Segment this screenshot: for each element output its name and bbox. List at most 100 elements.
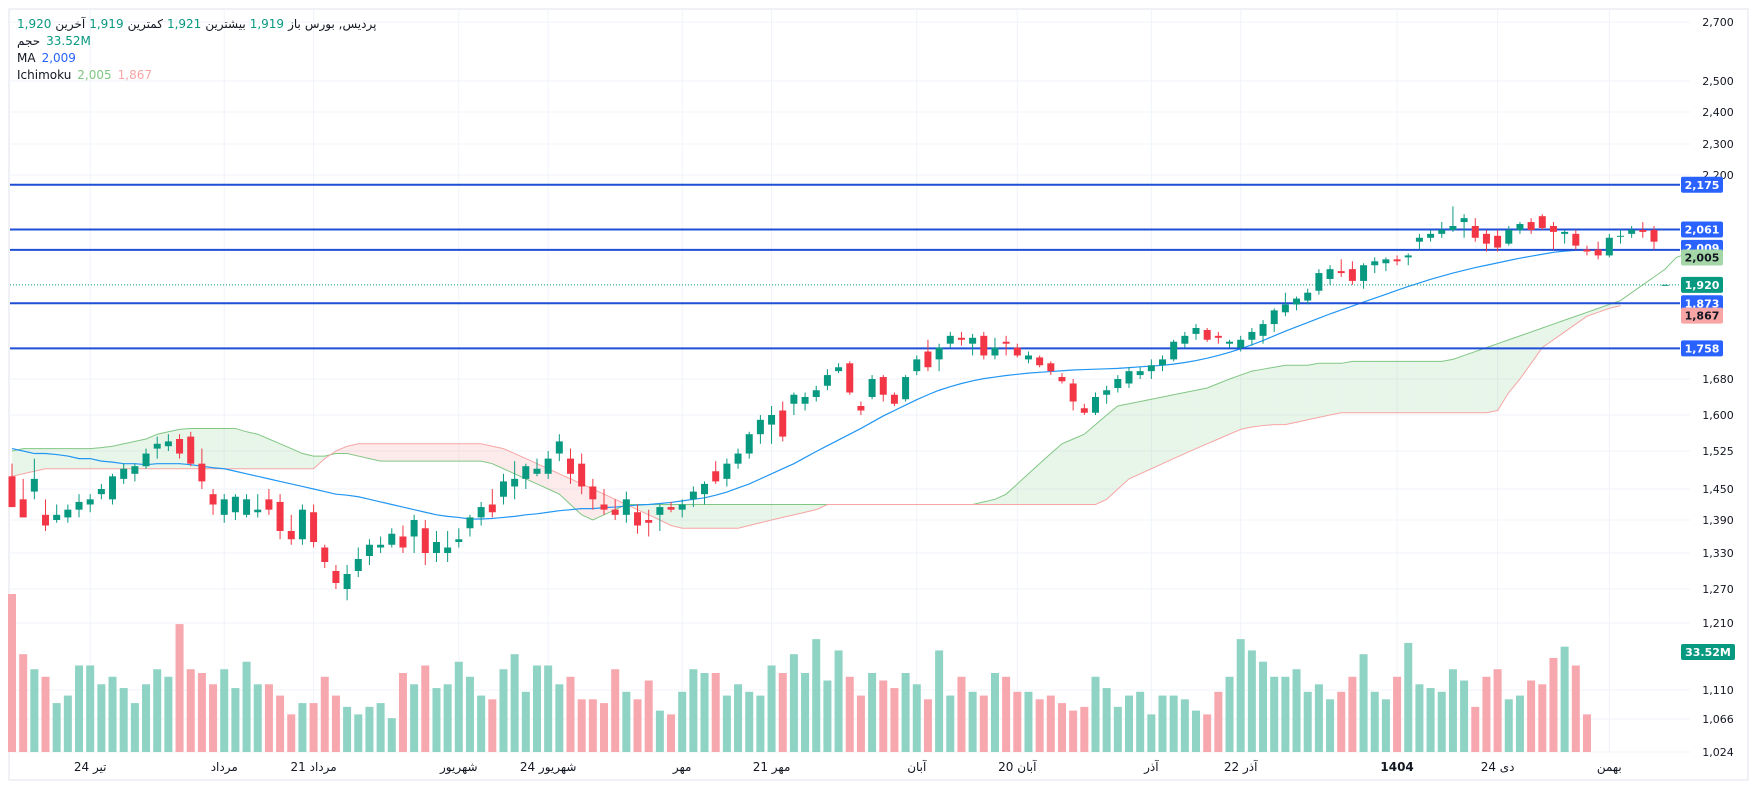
candle-body xyxy=(656,507,664,515)
candle-body xyxy=(1170,341,1178,360)
cloud-segment xyxy=(1229,375,1241,435)
candle-body xyxy=(645,520,653,523)
close-label: آخرین xyxy=(55,17,86,31)
volume-bar xyxy=(287,714,296,752)
candle-body xyxy=(779,410,787,437)
volume-bar xyxy=(499,669,508,752)
candle-body xyxy=(1516,224,1524,230)
volume-bar xyxy=(745,691,754,752)
volume-bar xyxy=(421,665,430,752)
candle-body xyxy=(1103,390,1111,395)
cloud-segment xyxy=(760,504,772,523)
cloud-segment xyxy=(671,504,683,529)
cloud-segment xyxy=(682,504,694,529)
ma-row[interactable]: MA 2,009 xyxy=(17,50,376,67)
cloud-segment xyxy=(1542,324,1554,348)
candle-body xyxy=(1605,237,1613,256)
volume-bar xyxy=(1002,676,1011,752)
volume-bar xyxy=(30,669,39,752)
volume-bar xyxy=(1303,691,1312,752)
cloud-segment xyxy=(1218,379,1230,439)
candle-body xyxy=(1404,255,1412,258)
volume-bar xyxy=(108,676,117,752)
volume-bar xyxy=(890,688,899,752)
price-label-text: 2,061 xyxy=(1685,224,1720,237)
candle-body xyxy=(879,377,887,395)
candle-body xyxy=(176,439,184,454)
x-tick-label: 21 مهر xyxy=(753,760,791,775)
ichimoku-row[interactable]: Ichimoku 2,005 1,867 xyxy=(17,67,376,84)
cloud-segment xyxy=(1162,394,1174,464)
candle-body xyxy=(835,367,843,372)
candle-body xyxy=(890,394,898,404)
volume-bar xyxy=(343,706,352,752)
volume-bar xyxy=(856,695,865,752)
cloud-segment xyxy=(1307,363,1319,420)
cloud-segment xyxy=(715,504,727,529)
volume-bar xyxy=(41,676,50,752)
volume-row[interactable]: حجم 33.52M xyxy=(17,33,376,50)
volume-bar xyxy=(1057,703,1066,752)
cloud-segment xyxy=(1475,347,1487,413)
cloud-segment xyxy=(726,504,739,529)
candle-body xyxy=(231,496,239,513)
candle-body xyxy=(957,337,965,340)
candle-body xyxy=(120,468,128,479)
y-tick-label: 1,600 xyxy=(1702,409,1734,422)
candle-body xyxy=(254,509,262,513)
cloud-segment xyxy=(469,443,482,462)
volume-bar xyxy=(655,710,664,752)
cloud-segment xyxy=(335,446,348,454)
cloud-segment xyxy=(1073,434,1085,505)
candle-body xyxy=(1047,363,1055,372)
volume-bar xyxy=(510,654,519,752)
candle-body xyxy=(1114,379,1122,388)
cloud-segment xyxy=(1385,361,1398,413)
candle-body xyxy=(64,509,72,518)
volume-value: 33.52M xyxy=(46,34,91,48)
candle-body xyxy=(567,458,574,474)
cloud-segment xyxy=(1296,365,1308,423)
volume-bar xyxy=(1337,691,1346,752)
volume-bar xyxy=(722,695,731,752)
cloud-segment xyxy=(481,443,493,464)
cloud-segment xyxy=(235,428,247,469)
cloud-segment xyxy=(1173,392,1185,459)
cloud-segment xyxy=(1564,316,1576,332)
price-label-text: 1,758 xyxy=(1685,342,1720,355)
volume-bar xyxy=(1035,699,1044,752)
volume-bar xyxy=(477,695,486,752)
cloud-segment xyxy=(1586,308,1599,317)
volume-bar xyxy=(387,718,396,752)
candle-body xyxy=(8,476,16,508)
candle-body xyxy=(1080,408,1088,413)
candle-body xyxy=(298,509,306,540)
volume-bar xyxy=(1158,695,1167,752)
candle-body xyxy=(1438,229,1446,234)
symbol-name[interactable]: پردیس, بورس xyxy=(304,17,377,31)
volume-bar xyxy=(1102,688,1111,752)
high-value: 1,921 xyxy=(166,17,202,31)
candle-body xyxy=(276,501,284,531)
open-label: باز xyxy=(288,17,301,31)
volume-bar xyxy=(923,699,932,752)
volume-bar xyxy=(1426,688,1435,752)
volume-bar xyxy=(521,691,530,752)
volume-bar xyxy=(1381,699,1390,752)
cloud-segment xyxy=(548,468,560,495)
y-tick-label: 2,700 xyxy=(1702,16,1734,29)
volume-bar xyxy=(1359,654,1368,752)
volume-bar xyxy=(410,684,419,752)
cloud-segment xyxy=(56,448,68,469)
candle-body xyxy=(768,415,776,425)
volume-bar xyxy=(946,695,955,752)
price-label-bg xyxy=(1681,176,1723,193)
volume-bar xyxy=(767,665,776,752)
close-value: 1,920 xyxy=(17,17,52,31)
x-tick-label: مرداد xyxy=(211,760,238,775)
volume-bar xyxy=(1281,676,1290,752)
ma-line xyxy=(11,249,1587,520)
cloud-segment xyxy=(637,504,649,515)
